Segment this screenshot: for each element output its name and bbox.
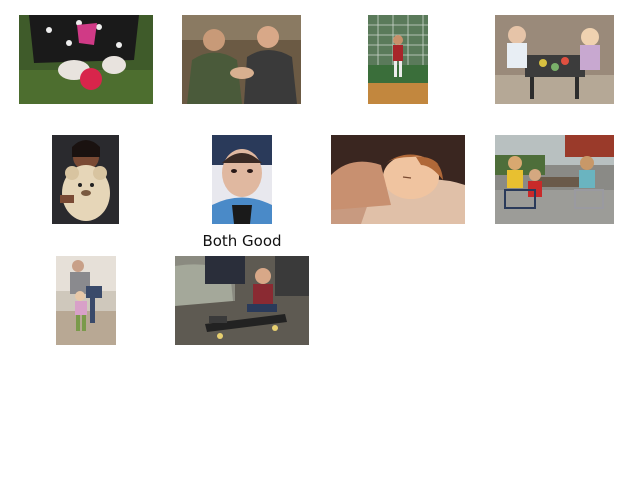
thumb-girl-teddy-bear bbox=[52, 135, 119, 224]
thumb-baby-portrait bbox=[212, 135, 272, 224]
thumb-child-red-ball bbox=[19, 15, 153, 104]
thumb-man-toddler-walking bbox=[56, 256, 116, 345]
thumb-boy-sleeping bbox=[331, 135, 465, 224]
thumb-two-men-handshake bbox=[182, 15, 301, 104]
thumb-kid-baseball-field bbox=[368, 15, 428, 104]
thumb-kids-eating-table bbox=[495, 15, 614, 104]
image-caption: Both Good bbox=[202, 232, 282, 250]
thumb-toddler-skateboard bbox=[175, 256, 309, 345]
thumb-kids-outdoor-table bbox=[495, 135, 614, 224]
